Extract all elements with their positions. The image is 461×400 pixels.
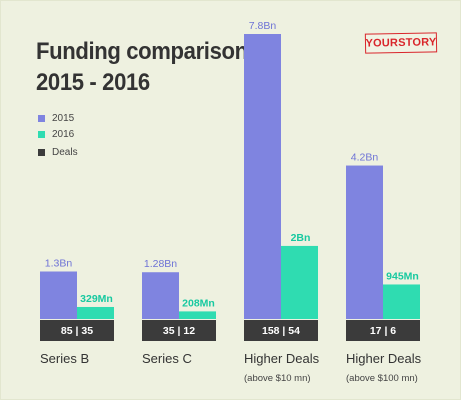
legend-label-2016: 2016 xyxy=(52,128,75,140)
category-label-2: Series C xyxy=(142,351,192,366)
deals-bar-2 xyxy=(142,320,216,341)
value-label-2015-3: 7.8Bn xyxy=(249,20,277,32)
deals-bar-3 xyxy=(244,320,318,341)
bar-2015-2 xyxy=(142,272,179,319)
category-label-1: Series B xyxy=(40,351,89,366)
deals-label-4: 17 | 6 xyxy=(370,325,396,337)
value-label-2016-4: 945Mn xyxy=(386,270,419,282)
legend-swatch-deals xyxy=(38,148,45,156)
deals-bar-4 xyxy=(346,320,420,341)
chart-title-line-2: 2015 - 2016 xyxy=(36,69,150,96)
bar-2016-3 xyxy=(281,245,318,319)
value-label-2015-1: 1.3Bn xyxy=(45,258,73,270)
bar-2016-1 xyxy=(77,306,114,319)
deals-label-2: 35 | 12 xyxy=(163,325,195,337)
deals-label-1: 85 | 35 xyxy=(61,325,93,337)
bar-2016-4 xyxy=(383,284,420,319)
value-label-2016-3: 2Bn xyxy=(291,232,311,244)
bar-2015-4 xyxy=(346,165,383,319)
category-sublabel-3: (above $10 mn) xyxy=(244,373,311,384)
legend-item-2015: 2015 xyxy=(38,111,74,125)
legend-label-2015: 2015 xyxy=(52,112,75,124)
legend-label-deals: Deals xyxy=(52,146,78,158)
bar-2016-2 xyxy=(179,311,216,319)
deals-label-3: 158 | 54 xyxy=(262,325,300,337)
legend-item-deals: Deals xyxy=(38,145,78,159)
bar-2015-1 xyxy=(40,271,77,319)
category-label-3: Higher Deals xyxy=(244,351,320,366)
value-label-2015-2: 1.28Bn xyxy=(144,258,177,270)
legend-item-2016: 2016 xyxy=(38,127,74,141)
deals-bar-1 xyxy=(40,320,114,341)
value-label-2016-1: 329Mn xyxy=(80,293,113,305)
chart-title-line-1: Funding comparison xyxy=(36,38,248,65)
legend-swatch-2015 xyxy=(38,114,45,122)
category-label-4: Higher Deals xyxy=(346,351,422,366)
value-label-2016-2: 208Mn xyxy=(182,297,215,309)
value-label-2015-4: 4.2Bn xyxy=(351,152,379,164)
legend-swatch-2016 xyxy=(38,130,45,138)
category-sublabel-4: (above $100 mn) xyxy=(346,373,418,384)
bar-2015-3 xyxy=(244,34,281,319)
